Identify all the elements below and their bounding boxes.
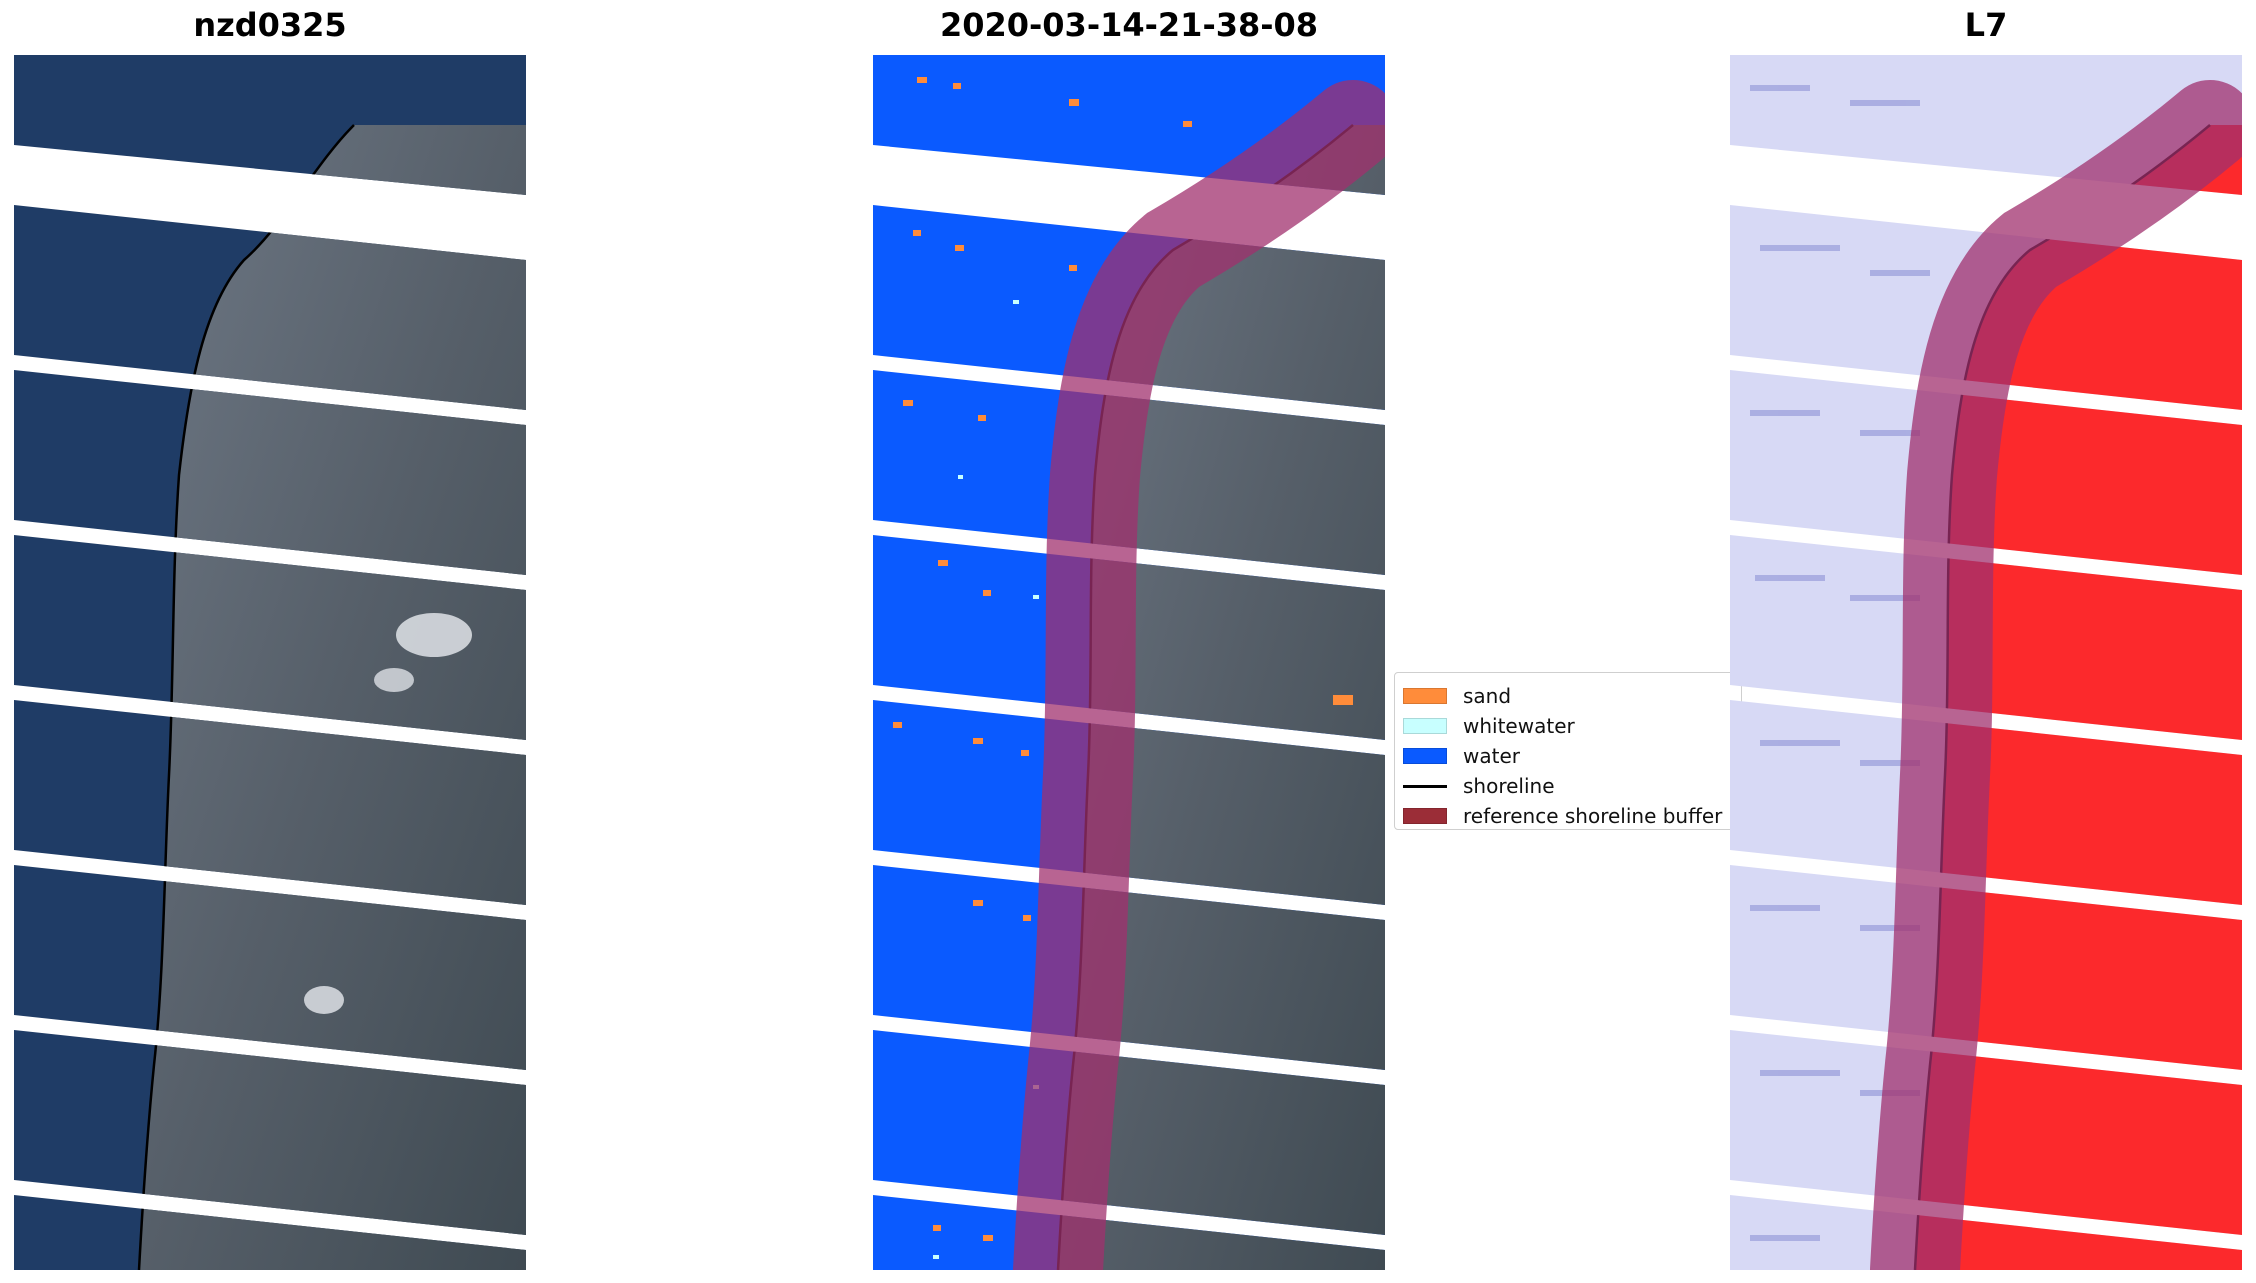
index-image-panel bbox=[1730, 55, 2242, 1270]
sand-swatch bbox=[1403, 688, 1447, 704]
legend-item-sand: sand bbox=[1403, 681, 1731, 711]
legend-label: water bbox=[1463, 744, 1520, 768]
whitewater-swatch bbox=[1403, 718, 1447, 734]
legend-label: reference shoreline buffer bbox=[1463, 804, 1723, 828]
legend-item-water: water bbox=[1403, 741, 1731, 771]
panel-title-rgb: nzd0325 bbox=[193, 6, 347, 44]
legend-label: sand bbox=[1463, 684, 1512, 708]
index-image bbox=[1730, 55, 2242, 1270]
reference-shoreline-buffer bbox=[1013, 80, 1385, 1270]
panel-title-index: L7 bbox=[1964, 6, 2008, 44]
legend-label: whitewater bbox=[1463, 714, 1575, 738]
legend-item-whitewater: whitewater bbox=[1403, 711, 1731, 741]
legend-item-shoreline: shoreline bbox=[1403, 771, 1731, 801]
sand-pixels bbox=[893, 77, 1353, 1241]
buffer-swatch bbox=[1403, 808, 1447, 824]
legend-item-buffer: reference shoreline buffer bbox=[1403, 801, 1731, 831]
legend: sand whitewater water shoreline referenc… bbox=[1394, 672, 1742, 830]
water-swatch bbox=[1403, 748, 1447, 764]
panel-title-classified: 2020-03-14-21-38-08 bbox=[939, 6, 1319, 44]
reference-shoreline-buffer bbox=[1870, 80, 2242, 1270]
rgb-image bbox=[14, 55, 526, 1270]
legend-label: shoreline bbox=[1463, 774, 1555, 798]
classified-image bbox=[873, 55, 1385, 1270]
classified-image-panel bbox=[873, 55, 1385, 1270]
shoreline-line bbox=[137, 124, 355, 1270]
rgb-image-panel bbox=[14, 55, 526, 1270]
shoreline-line-swatch bbox=[1403, 784, 1447, 788]
